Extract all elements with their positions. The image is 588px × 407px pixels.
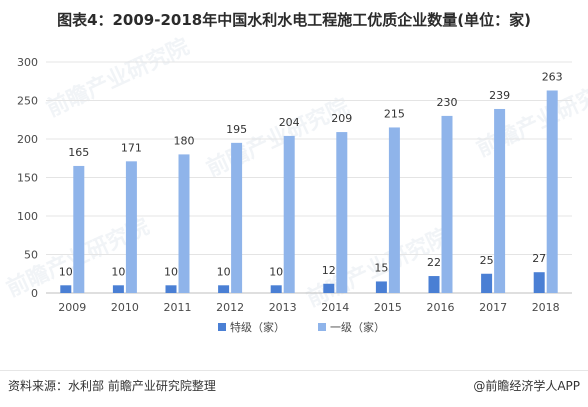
data-label-series2: 230	[437, 96, 458, 109]
chart-title: 图表4：2009-2018年中国水利水电工程施工优质企业数量(单位：家)	[57, 11, 531, 29]
source-note: 资料来源：水利部 前瞻产业研究院整理	[8, 379, 216, 393]
data-label-series1: 25	[480, 254, 494, 267]
bar-series1	[112, 285, 124, 293]
x-tick-label: 2011	[164, 301, 192, 314]
footer-divider	[0, 370, 588, 371]
bar-chart: 0 50 100 150 200 250 300 10 165 2009 10 171 2010 10 18…	[17, 56, 572, 334]
data-label-series2: 209	[331, 112, 352, 125]
y-tick-label: 150	[17, 172, 38, 185]
data-label-series1: 10	[217, 265, 231, 278]
y-tick-label: 200	[17, 133, 38, 146]
data-label-series1: 12	[322, 264, 336, 277]
bar-series1	[323, 283, 335, 293]
bar-series1	[481, 273, 493, 293]
bar-series1	[428, 276, 440, 293]
bar-series2	[178, 154, 190, 293]
bar-series1	[270, 285, 282, 293]
bar-series1	[375, 281, 387, 293]
bar-series2	[283, 135, 295, 293]
bar-series1	[533, 272, 545, 293]
legend-label-series2: 一级（家）	[330, 320, 385, 334]
x-tick-label: 2017	[479, 301, 507, 314]
data-label-series2: 180	[174, 134, 195, 147]
bar-series2	[73, 165, 85, 293]
y-tick-label: 100	[17, 210, 38, 223]
bar-series2	[441, 115, 453, 294]
data-label-series1: 10	[164, 265, 178, 278]
y-tick-label: 300	[17, 56, 38, 69]
x-tick-label: 2012	[216, 301, 244, 314]
x-tick-label: 2015	[374, 301, 402, 314]
y-tick-label: 0	[31, 287, 38, 300]
data-label-series2: 195	[226, 123, 247, 136]
legend-label-series1: 特级（家）	[230, 320, 285, 334]
x-tick-label: 2010	[111, 301, 139, 314]
legend-swatch-series1	[218, 323, 226, 331]
data-label-series2: 171	[121, 141, 142, 154]
data-label-series2: 263	[542, 70, 563, 83]
bar-series2	[125, 161, 137, 293]
bar-series2	[336, 132, 348, 293]
data-label-series2: 165	[68, 146, 89, 159]
bar-series2	[494, 108, 506, 293]
x-tick-label: 2009	[58, 301, 86, 314]
data-label-series1: 10	[269, 265, 283, 278]
bar-series1	[165, 285, 177, 293]
data-label-series2: 204	[279, 116, 300, 129]
data-label-series1: 22	[427, 256, 441, 269]
bar-series2	[388, 127, 400, 293]
brand-label: @前瞻经济学人APP	[473, 379, 580, 393]
x-tick-label: 2016	[427, 301, 455, 314]
legend-swatch-series2	[318, 323, 326, 331]
y-tick-label: 250	[17, 95, 38, 108]
x-tick-label: 2014	[321, 301, 349, 314]
bar-series1	[218, 285, 230, 293]
y-tick-label: 50	[24, 249, 38, 262]
data-label-series1: 15	[374, 261, 388, 274]
x-tick-label: 2018	[532, 301, 560, 314]
x-tick-label: 2013	[269, 301, 297, 314]
data-label-series1: 10	[111, 265, 125, 278]
data-label-series2: 239	[489, 89, 510, 102]
data-label-series1: 10	[59, 265, 73, 278]
data-label-series2: 215	[384, 107, 405, 120]
bar-series2	[546, 90, 558, 294]
bar-series1	[60, 285, 72, 293]
data-label-series1: 27	[532, 252, 546, 265]
bar-series2	[231, 142, 243, 293]
